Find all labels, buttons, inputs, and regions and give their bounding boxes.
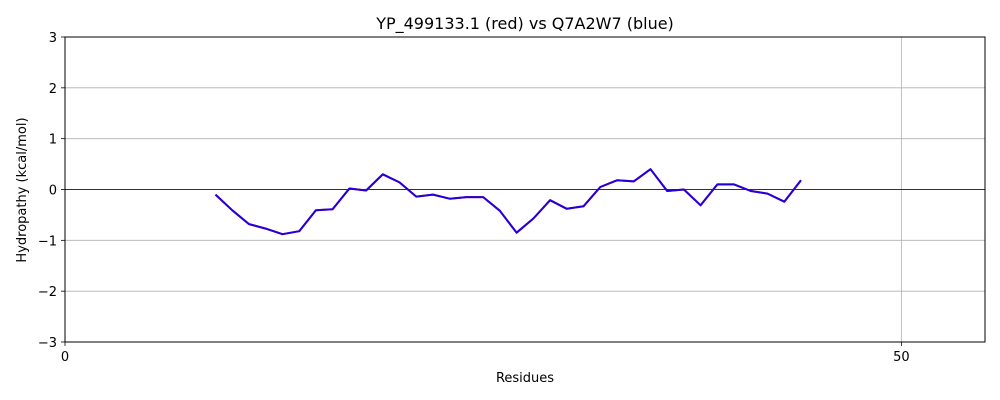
x-tick-label: 50 <box>893 350 910 365</box>
y-tick-label: 0 <box>49 184 57 199</box>
y-tick-label: −2 <box>38 285 57 300</box>
y-tick-label: −1 <box>38 234 57 249</box>
series-line-2 <box>214 168 802 236</box>
y-tick-label: 2 <box>49 82 57 97</box>
x-tick-label: 0 <box>61 350 69 365</box>
y-axis-label: Hydropathy (kcal/mol) <box>15 117 30 262</box>
series-lines <box>214 168 802 236</box>
y-tick-label: 1 <box>49 133 57 148</box>
x-axis-label: Residues <box>496 371 554 386</box>
chart-title: YP_499133.1 (red) vs Q7A2W7 (blue) <box>375 14 674 34</box>
y-tick-label: −3 <box>38 336 57 351</box>
axis-ticks: −3 −2 −1 0 1 2 3 0 50 <box>38 31 910 365</box>
y-tick-label: 3 <box>49 31 57 46</box>
